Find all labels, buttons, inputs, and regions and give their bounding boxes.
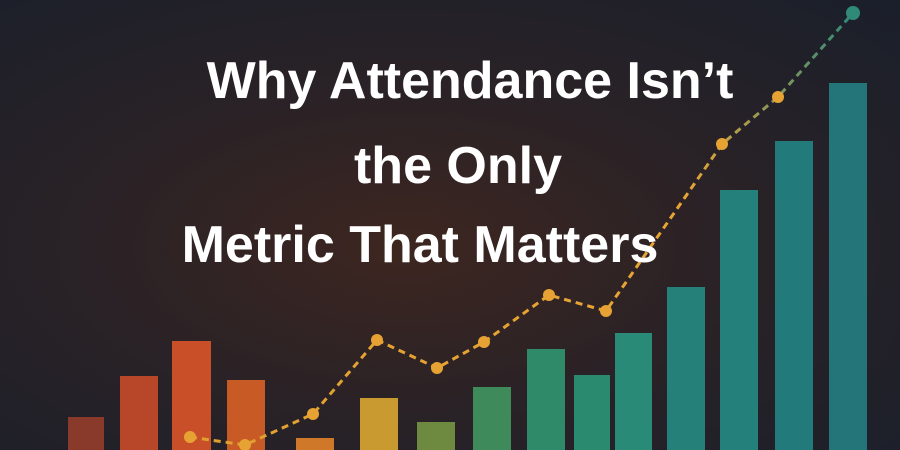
title-line: Why Attendance Isn’t [207,52,734,110]
title-line: the Only [354,137,562,195]
decorative-bars [68,83,867,450]
decorative-line [184,6,860,450]
title-line: Metric That Matters [182,216,659,274]
